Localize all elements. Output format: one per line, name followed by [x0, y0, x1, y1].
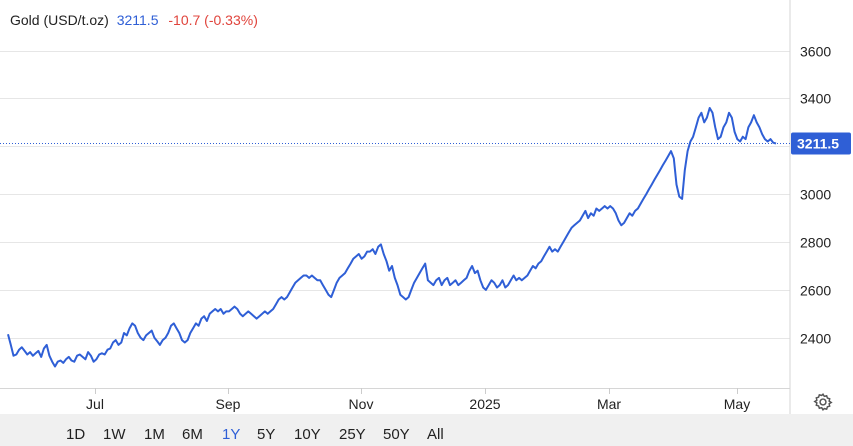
- x-tick-label: Sep: [216, 396, 241, 412]
- range-all-button[interactable]: All: [427, 426, 444, 443]
- range-1y-button[interactable]: 1Y: [222, 426, 241, 443]
- symbol-name: Gold (USD/t.oz): [10, 12, 109, 28]
- y-tick-label: 3000: [800, 187, 831, 203]
- y-tick-label: 2600: [800, 283, 831, 299]
- range-25y-button[interactable]: 25Y: [339, 426, 366, 443]
- price-series-line: [7, 107, 777, 368]
- range-5y-button[interactable]: 5Y: [257, 426, 276, 443]
- current-price: 3211.5: [116, 12, 159, 28]
- range-1m-button[interactable]: 1M: [144, 426, 165, 443]
- x-tick-label: 2025: [469, 396, 500, 412]
- grid-lines: [0, 51, 790, 389]
- price-change: -10.7 (-0.33%): [168, 12, 258, 28]
- last-value-text: 3211.5: [797, 136, 839, 152]
- time-range-bar: 1D 1W 1M 6M 1Y 5Y 10Y 25Y 50Y All: [0, 414, 853, 446]
- y-axis-labels: 2400 2600 2800 3000 3400 3600: [800, 44, 831, 347]
- last-value-badge: 3211.5: [791, 132, 851, 155]
- y-tick-label: 3600: [800, 44, 831, 60]
- gear-icon[interactable]: [812, 391, 834, 413]
- x-axis-ticks: [95, 388, 738, 394]
- x-tick-label: Mar: [597, 396, 621, 412]
- x-tick-label: Jul: [86, 396, 104, 412]
- y-tick-label: 2800: [800, 235, 831, 251]
- x-axis-labels: Jul Sep Nov 2025 Mar May: [86, 396, 750, 412]
- range-6m-button[interactable]: 6M: [182, 426, 203, 443]
- x-tick-label: May: [724, 396, 750, 412]
- x-tick-label: Nov: [349, 396, 374, 412]
- quote-header: Gold (USD/t.oz) 3211.5 -10.7 (-0.33%): [10, 12, 258, 28]
- range-1w-button[interactable]: 1W: [103, 426, 126, 443]
- range-1d-button[interactable]: 1D: [66, 426, 86, 443]
- range-10y-button[interactable]: 10Y: [294, 426, 321, 443]
- range-50y-button[interactable]: 50Y: [383, 426, 410, 443]
- y-tick-label: 2400: [800, 331, 831, 347]
- y-tick-label: 3400: [800, 91, 831, 107]
